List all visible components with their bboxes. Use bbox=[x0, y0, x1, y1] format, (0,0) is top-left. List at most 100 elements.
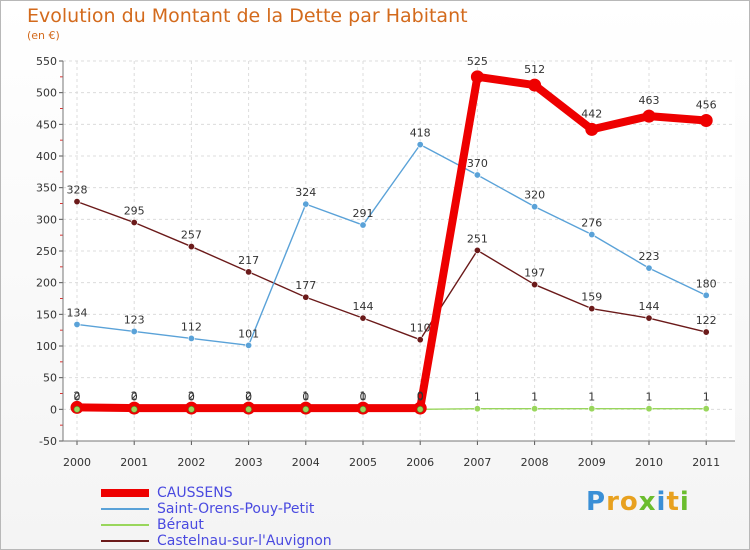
data-label-b-raut: 1 bbox=[474, 391, 481, 404]
data-label-castelnau-sur-l-auvignon: 257 bbox=[181, 229, 202, 242]
data-label-castelnau-sur-l-auvignon: 197 bbox=[524, 267, 545, 280]
y-tick-label: 100 bbox=[36, 340, 57, 353]
data-point-saint-orens-pouy-petit bbox=[531, 203, 539, 211]
data-point-beraut-overlay bbox=[302, 406, 310, 413]
x-tick-label: 2007 bbox=[463, 456, 491, 469]
logo-letter: x bbox=[638, 487, 657, 517]
data-point-castelnau-sur-l-auvignon bbox=[302, 293, 310, 301]
y-tick-label: 550 bbox=[36, 55, 57, 68]
data-label-saint-orens-pouy-petit: 180 bbox=[696, 277, 717, 290]
data-label-caussens: 456 bbox=[696, 99, 717, 112]
legend-item: CAUSSENS bbox=[101, 485, 332, 501]
y-tick-label: 500 bbox=[36, 87, 57, 100]
data-point-castelnau-sur-l-auvignon bbox=[531, 281, 539, 289]
data-label-caussens: 1 bbox=[302, 389, 309, 402]
data-label-caussens: 1 bbox=[360, 389, 367, 402]
legend-item: Castelnau-sur-l'Auvignon bbox=[101, 533, 332, 549]
data-label-b-raut: 0 bbox=[74, 390, 81, 403]
data-point-b-raut bbox=[588, 405, 596, 413]
data-point-saint-orens-pouy-petit bbox=[359, 221, 367, 229]
data-label-castelnau-sur-l-auvignon: 217 bbox=[238, 254, 259, 267]
data-point-castelnau-sur-l-auvignon bbox=[473, 246, 481, 254]
data-point-b-raut bbox=[473, 405, 481, 413]
data-label-saint-orens-pouy-petit: 324 bbox=[295, 186, 316, 199]
data-label-castelnau-sur-l-auvignon: 122 bbox=[696, 314, 717, 327]
data-label-b-raut: 0 bbox=[360, 390, 367, 403]
chart-subtitle: (en €) bbox=[27, 29, 60, 42]
data-label-caussens: 2 bbox=[245, 389, 252, 402]
data-label-saint-orens-pouy-petit: 101 bbox=[238, 327, 259, 340]
x-tick-label: 2008 bbox=[521, 456, 549, 469]
x-tick-label: 2005 bbox=[349, 456, 377, 469]
y-tick-label: 150 bbox=[36, 308, 57, 321]
data-label-caussens: 442 bbox=[581, 107, 602, 120]
legend-label: Béraut bbox=[157, 517, 204, 533]
data-label-castelnau-sur-l-auvignon: 110 bbox=[410, 322, 431, 335]
data-label-castelnau-sur-l-auvignon: 159 bbox=[581, 291, 602, 304]
y-tick-label: 0 bbox=[50, 403, 57, 416]
legend-swatch bbox=[101, 508, 149, 510]
y-tick-label: -50 bbox=[39, 435, 57, 448]
data-label-castelnau-sur-l-auvignon: 328 bbox=[67, 184, 88, 197]
logo-letter: t bbox=[666, 487, 680, 517]
chart-title: Evolution du Montant de la Dette par Hab… bbox=[27, 5, 468, 27]
y-tick-label: 250 bbox=[36, 245, 57, 258]
data-point-castelnau-sur-l-auvignon bbox=[702, 328, 710, 336]
proxiti-logo: Proxiti bbox=[586, 487, 690, 517]
data-point-saint-orens-pouy-petit bbox=[645, 264, 653, 272]
series-line-saint-orens-pouy-petit bbox=[76, 143, 707, 347]
legend-swatch bbox=[101, 540, 149, 542]
data-point-saint-orens-pouy-petit bbox=[245, 341, 253, 349]
data-point-saint-orens-pouy-petit bbox=[416, 141, 424, 149]
legend-swatch bbox=[101, 524, 149, 526]
data-point-beraut-overlay bbox=[416, 406, 424, 413]
x-tick-label: 2003 bbox=[235, 456, 263, 469]
x-tick-label: 2001 bbox=[120, 456, 148, 469]
data-point-b-raut bbox=[531, 405, 539, 413]
x-tick-label: 2009 bbox=[578, 456, 606, 469]
data-label-castelnau-sur-l-auvignon: 295 bbox=[124, 205, 145, 218]
legend-label: Castelnau-sur-l'Auvignon bbox=[157, 533, 332, 549]
series-line-castelnau-sur-l-auvignon bbox=[76, 200, 707, 341]
data-point-beraut-overlay bbox=[359, 406, 367, 413]
data-point-castelnau-sur-l-auvignon bbox=[73, 198, 81, 206]
data-label-saint-orens-pouy-petit: 134 bbox=[67, 306, 88, 319]
data-point-b-raut bbox=[645, 405, 653, 413]
logo-letter: i bbox=[679, 487, 690, 517]
data-label-caussens: 512 bbox=[524, 63, 545, 76]
data-point-caussens bbox=[642, 109, 656, 123]
data-point-saint-orens-pouy-petit bbox=[73, 320, 81, 328]
y-tick-label: 450 bbox=[36, 118, 57, 131]
data-label-saint-orens-pouy-petit: 418 bbox=[410, 127, 431, 140]
data-label-saint-orens-pouy-petit: 291 bbox=[353, 207, 374, 220]
data-point-caussens bbox=[699, 114, 713, 128]
data-point-castelnau-sur-l-auvignon bbox=[359, 314, 367, 322]
series-line-caussens bbox=[76, 72, 707, 413]
y-tick-label: 300 bbox=[36, 213, 57, 226]
data-point-saint-orens-pouy-petit bbox=[187, 334, 195, 342]
y-tick-label: 200 bbox=[36, 277, 57, 290]
data-label-b-raut: 1 bbox=[588, 391, 595, 404]
data-point-castelnau-sur-l-auvignon bbox=[588, 305, 596, 313]
x-tick-label: 2010 bbox=[635, 456, 663, 469]
data-point-castelnau-sur-l-auvignon bbox=[130, 219, 138, 227]
data-label-saint-orens-pouy-petit: 370 bbox=[467, 157, 488, 170]
data-label-saint-orens-pouy-petit: 223 bbox=[639, 250, 660, 263]
data-point-castelnau-sur-l-auvignon bbox=[187, 243, 195, 251]
data-label-b-raut: 1 bbox=[531, 391, 538, 404]
legend-label: Saint-Orens-Pouy-Petit bbox=[157, 501, 315, 517]
x-tick-label: 2006 bbox=[406, 456, 434, 469]
y-tick-label: 400 bbox=[36, 150, 57, 163]
data-label-b-raut: 0 bbox=[302, 390, 309, 403]
data-label-castelnau-sur-l-auvignon: 144 bbox=[353, 300, 374, 313]
legend-item: Saint-Orens-Pouy-Petit bbox=[101, 501, 332, 517]
data-label-saint-orens-pouy-petit: 276 bbox=[581, 217, 602, 230]
data-point-castelnau-sur-l-auvignon bbox=[416, 336, 424, 344]
data-label-caussens: 2 bbox=[188, 389, 195, 402]
data-point-caussens bbox=[470, 70, 484, 84]
y-tick-label: 50 bbox=[43, 372, 57, 385]
data-label-caussens: 2 bbox=[131, 389, 138, 402]
data-label-castelnau-sur-l-auvignon: 251 bbox=[467, 232, 488, 245]
y-tick-label: 350 bbox=[36, 182, 57, 195]
